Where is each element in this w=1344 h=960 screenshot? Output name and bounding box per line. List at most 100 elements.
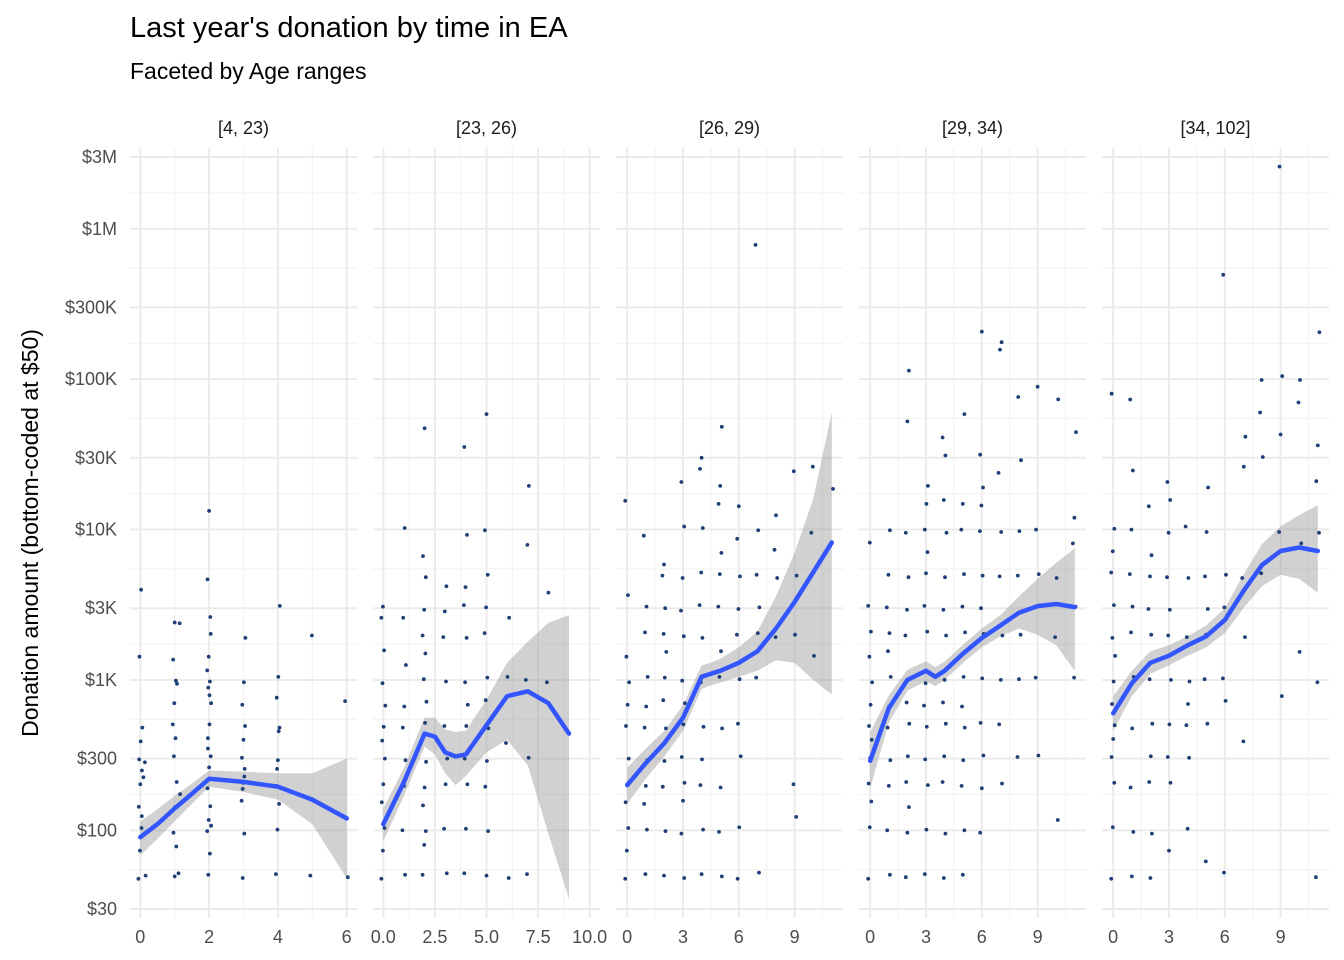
data-point [1186,576,1191,580]
data-point [525,872,529,876]
x-tick-label: 3 [1164,927,1174,947]
x-tick-label: 0.0 [371,927,396,947]
data-point [206,746,210,751]
data-point [645,827,649,832]
data-point [1167,848,1171,853]
facet-strip-label: [29, 34) [942,118,1003,138]
data-point [1071,541,1075,546]
data-point [207,765,212,770]
data-point [698,783,703,787]
data-point [143,873,148,878]
data-point [870,680,874,685]
data-point [137,654,142,659]
data-point [423,651,428,656]
data-point [661,698,666,703]
data-point [925,550,930,554]
data-point [735,536,740,541]
data-point [383,756,387,761]
data-point [206,685,211,690]
data-point [444,871,449,876]
data-point [403,872,407,877]
data-point [209,701,214,706]
data-point [1317,330,1322,335]
data-point [546,590,551,595]
data-point [775,576,780,580]
data-point [700,757,704,762]
smooth-line [867,601,1078,764]
data-point [1184,723,1189,728]
data-point [866,781,871,786]
facet-strip-label: [4, 23) [218,118,269,138]
data-point [941,607,946,612]
data-point [867,724,871,728]
data-point [735,876,740,881]
data-point [756,528,761,533]
data-point [423,721,427,725]
data-point [1015,573,1020,578]
data-point [345,875,350,880]
confidence-band [1113,505,1318,731]
data-point [441,635,446,639]
data-point [717,572,722,576]
data-point [139,587,144,592]
x-tick-label: 6 [1220,927,1230,947]
data-point [627,680,631,685]
data-point [736,607,741,611]
chart-title: Last year's donation by time in EA [130,12,568,44]
data-point [484,605,488,610]
facet-panel-1: [4, 23) 0 2 4 6 [130,118,357,947]
data-point [943,453,948,458]
data-point [1166,530,1171,535]
data-point [421,677,426,682]
data-point [888,528,892,533]
data-point [979,503,984,508]
data-point [523,678,528,682]
data-point [623,800,628,805]
data-point [681,798,685,803]
data-point [903,875,908,880]
data-point [483,528,487,533]
facet-panel-2: [23, 26) 0.0 2.5 5.0 7.5 10.0 [371,118,607,947]
data-point [943,831,948,836]
data-point [905,754,910,759]
data-point [1018,632,1023,637]
data-point [716,502,721,506]
data-point [793,632,797,637]
data-point [1260,455,1265,459]
data-point [809,530,814,535]
data-point [941,498,946,502]
data-point [1187,679,1192,684]
data-point [831,487,835,491]
data-point [1016,395,1021,399]
data-point [1297,650,1302,654]
data-point [885,725,890,730]
data-point [208,632,213,636]
data-point [442,609,447,614]
data-point [464,636,469,640]
data-point [962,828,967,833]
data-point [644,604,649,609]
data-point [420,633,425,638]
data-point [1112,723,1117,728]
data-point [719,874,724,879]
data-point [923,681,928,686]
data-point [736,504,741,509]
data-point [462,603,466,607]
data-point [1243,635,1247,639]
data-point [1259,378,1264,382]
data-point [682,780,687,785]
data-point [463,585,468,589]
data-point [926,484,930,488]
data-point [962,412,967,416]
data-point [1017,529,1022,533]
data-point [701,724,706,729]
data-point [1241,739,1246,744]
data-point [1183,524,1188,529]
data-point [791,469,796,474]
data-point [700,526,705,530]
data-point [1036,753,1041,758]
y-tick-label: $3K [85,598,117,618]
data-point [343,699,347,703]
data-point [1165,480,1170,484]
data-point [941,700,945,705]
